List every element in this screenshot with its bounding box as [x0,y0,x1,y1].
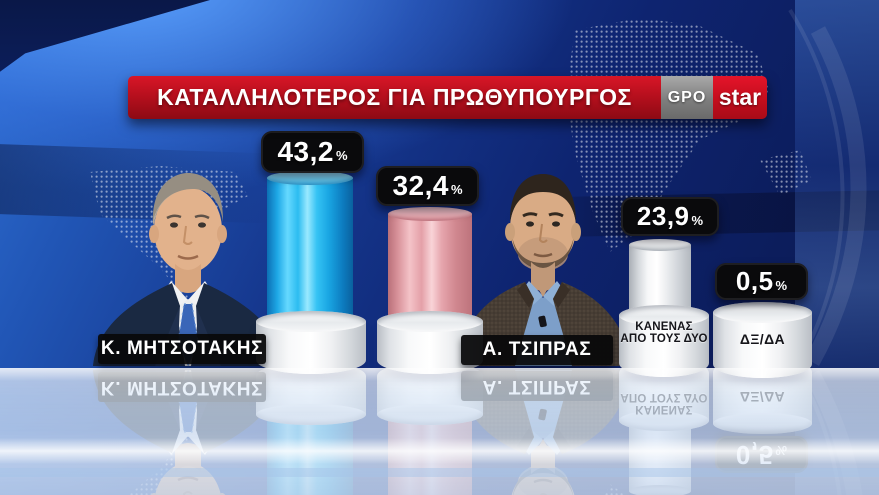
category-label-neither: ΚΑΝΕΝΑΣ ΑΠΟ ΤΟΥΣ ΔΥΟ [619,321,709,346]
stage: ΚΑΝΕΝΑΣ ΑΠΟ ΤΟΥΣ ΔΥΟ ΔΞ/ΔΑ Κ. ΜΗΤΣΟΤΑΚΗΣ… [0,0,879,378]
floor-sheen-band-2 [0,468,879,477]
percent-sign: % [450,182,463,197]
value-badge-dkna: 0,5 % [715,263,808,300]
gpo-logo: GPO [661,76,713,119]
value-badge-neither: 23,9 % [621,197,719,236]
bar-base-mitsotakis [256,311,366,374]
category-label-line1: ΚΑΝΕΝΑΣ [635,321,693,333]
percent-sign: % [775,277,788,293]
value-text: 32,4 [392,170,449,201]
value-text: 43,2 [277,136,334,167]
base-rim [377,311,483,332]
value-text: 0,5 [735,266,774,296]
base-rim [619,305,709,326]
value-text: 23,9 [636,201,690,231]
floor-glow [0,368,879,381]
bar-base-tsipras [377,311,483,374]
bar-neither-top [629,239,691,251]
title-banner: ΚΑΤΑΛΛΗΛΟΤΕΡΟΣ ΓΙΑ ΠΡΩΘΥΠΟΥΡΓΟΣ GPO star [128,76,767,119]
bar-mitsotakis-top [267,171,353,185]
name-plate-tsipras: Α. ΤΣΙΠΡΑΣ [461,335,613,365]
category-label-dkna: ΔΞ/ΔΑ [739,331,786,347]
bar-base-neither: ΚΑΝΕΝΑΣ ΑΠΟ ΤΟΥΣ ΔΥΟ [619,305,709,377]
bar-tsipras-top [388,207,472,221]
floor-sheen-band [0,438,879,464]
base-rim [256,311,366,332]
value-badge-mitsotakis: 43,2 % [261,131,364,173]
percent-sign: % [335,148,348,163]
name-plate-mitsotakis: Κ. ΜΗΤΣΟΤΑΚΗΣ [98,334,266,364]
poll-title: ΚΑΤΑΛΛΗΛΟΤΕΡΟΣ ΓΙΑ ΠΡΩΘΥΠΟΥΡΓΟΣ [128,76,661,119]
backdrop-right-panel [795,0,879,368]
base-body [713,312,812,378]
category-label-line2: ΑΠΟ ΤΟΥΣ ΔΥΟ [620,333,708,346]
base-rim [713,302,812,323]
bar-tsipras [388,214,472,326]
value-badge-tsipras: 32,4 % [376,166,479,206]
star-channel-logo: star [713,76,767,119]
percent-sign: % [691,212,704,228]
bar-base-dkna: ΔΞ/ΔΑ [713,302,812,378]
bar-mitsotakis [267,178,353,328]
